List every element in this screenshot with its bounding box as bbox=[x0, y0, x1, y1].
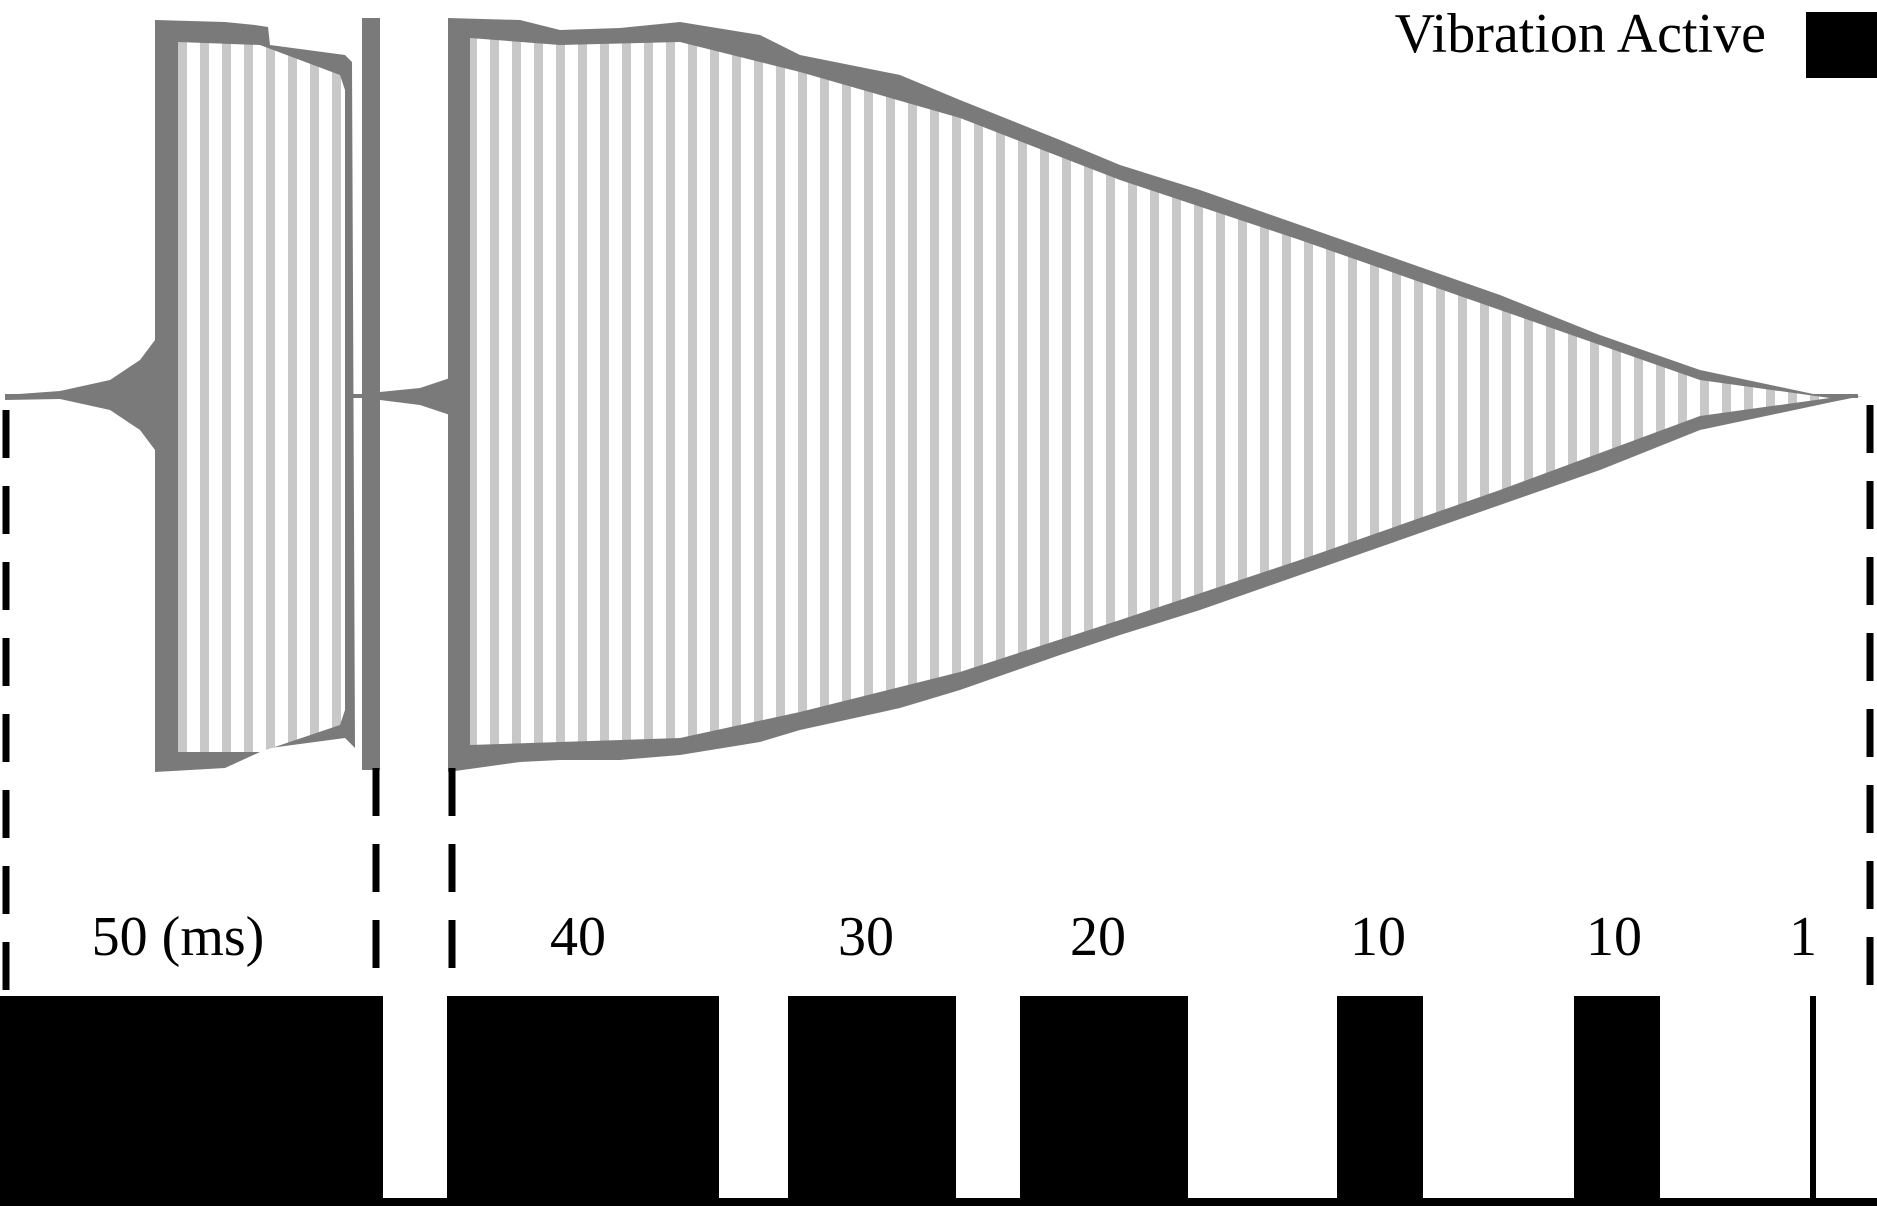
pulse-label-7: 1 bbox=[1789, 906, 1817, 968]
pulse-label-2: 40 bbox=[550, 906, 606, 968]
pulse-label-3: 30 bbox=[838, 906, 894, 968]
pulse-label-6: 10 bbox=[1586, 906, 1642, 968]
waveform-burst-1 bbox=[155, 18, 380, 772]
pulse-label-1: 50 (ms) bbox=[92, 906, 265, 968]
pulse-label-4: 20 bbox=[1070, 906, 1126, 968]
pulse-bar-5 bbox=[1337, 996, 1423, 1206]
waveform-burst-1-carrier bbox=[178, 42, 345, 752]
pulse-baseline bbox=[0, 1198, 1877, 1206]
waveform-gap-ring bbox=[380, 368, 458, 425]
waveform-burst-2 bbox=[448, 18, 1862, 772]
pulse-bar-3 bbox=[788, 996, 956, 1206]
pulse-labels: 50 (ms) 40 30 20 10 10 1 bbox=[92, 906, 1817, 968]
pulse-bar-2 bbox=[447, 996, 719, 1206]
pulse-bars bbox=[0, 996, 1877, 1206]
pulse-label-5: 10 bbox=[1350, 906, 1406, 968]
waveform-burst-1-edge bbox=[362, 18, 380, 770]
pulse-bar-6 bbox=[1574, 996, 1660, 1206]
waveform-burst-2-carrier bbox=[470, 38, 1830, 745]
pulse-bar-1 bbox=[0, 996, 383, 1206]
pulse-bar-4 bbox=[1020, 996, 1188, 1206]
waveform bbox=[5, 18, 1862, 772]
timing-delimiters bbox=[2, 405, 1874, 1010]
legend-label: Vibration Active bbox=[1395, 3, 1766, 65]
legend-swatch bbox=[1806, 12, 1877, 78]
pulse-bar-7 bbox=[1810, 996, 1816, 1206]
legend: Vibration Active bbox=[1395, 3, 1877, 78]
